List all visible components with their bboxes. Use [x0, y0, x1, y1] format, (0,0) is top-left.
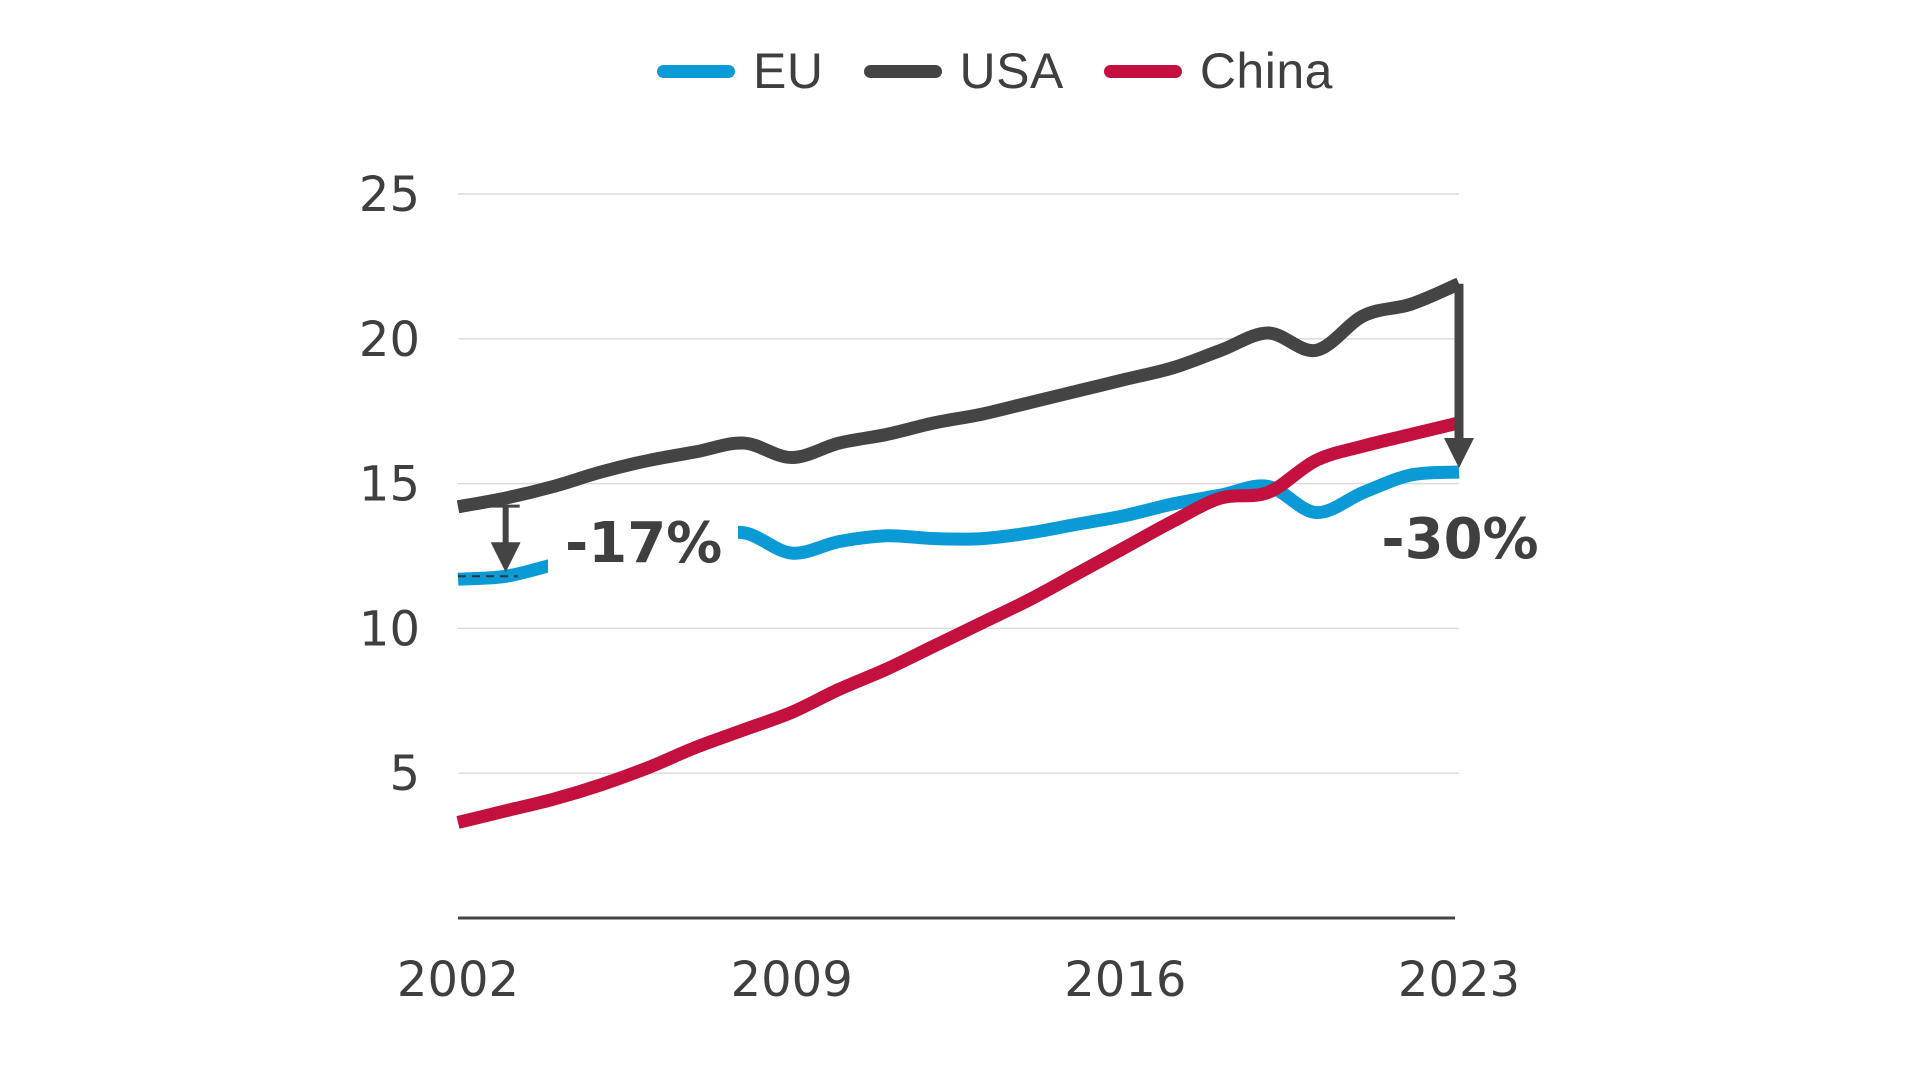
- legend-swatch: [657, 64, 736, 78]
- y-tick-label: 20: [359, 312, 420, 368]
- legend-label: EU: [753, 43, 824, 99]
- annotations: -17% -30%: [458, 283, 1539, 587]
- annotation-arrow-head: [1444, 438, 1474, 469]
- y-tick-label: 10: [359, 601, 420, 657]
- y-tick-label: 15: [359, 457, 420, 513]
- legend-swatch: [863, 64, 942, 78]
- x-tick-label: 2023: [1398, 952, 1520, 1008]
- y-tick-label: 5: [389, 746, 420, 802]
- legend-swatch: [1103, 64, 1182, 78]
- x-tick-label: 2009: [731, 952, 853, 1008]
- x-tick-label: 2002: [397, 952, 519, 1008]
- legend-label: USA: [959, 43, 1064, 99]
- y-axis-ticks: 5 10 15 20 25: [359, 167, 420, 802]
- legend-label: China: [1199, 43, 1333, 99]
- legend-item-usa: USA: [863, 42, 1064, 100]
- series-line-china: [456, 416, 1461, 829]
- legend-item-eu: EU: [657, 42, 823, 100]
- annotation-arrow-head: [490, 542, 521, 573]
- series-line-usa: [456, 277, 1462, 514]
- y-tick-label: 25: [359, 167, 420, 223]
- annotation-label: -17%: [565, 511, 722, 576]
- x-tick-label: 2016: [1064, 952, 1186, 1008]
- legend-item-china: China: [1103, 42, 1333, 100]
- label-mask: [548, 505, 738, 587]
- annotation-label: -30%: [1381, 507, 1538, 572]
- legend: EU USA China: [0, 42, 1920, 100]
- x-axis-ticks: 2002 2009 2016 2023: [397, 952, 1520, 1008]
